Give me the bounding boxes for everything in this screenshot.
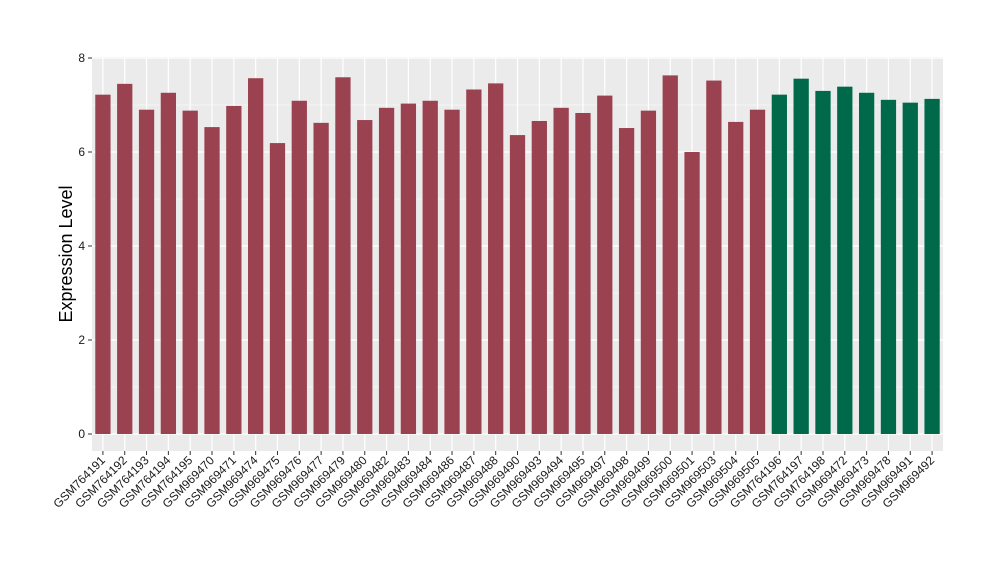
bar-GSM969470	[204, 127, 220, 434]
bar-GSM764196	[771, 94, 787, 434]
y-axis-title: Expression Level	[56, 185, 76, 322]
y-tick-label: 0	[78, 427, 85, 441]
x-axis: GSM764191GSM764192GSM764193GSM764194GSM7…	[50, 451, 937, 511]
bar-GSM969482	[378, 107, 395, 434]
bar-GSM764193	[138, 109, 155, 434]
bar-GSM764191	[95, 94, 111, 434]
bar-GSM969487	[466, 89, 482, 435]
bars-group	[95, 75, 940, 435]
bar-GSM764194	[160, 92, 177, 434]
bar-GSM969473	[858, 92, 875, 434]
bar-GSM969474	[248, 78, 264, 435]
bar-GSM969503	[706, 80, 722, 434]
bar-GSM969501	[684, 152, 700, 434]
bar-GSM969472	[837, 86, 853, 435]
y-tick-label: 6	[78, 145, 85, 159]
bar-GSM969478	[880, 99, 897, 434]
bar-GSM969492	[924, 98, 940, 434]
bar-GSM969504	[728, 121, 744, 435]
y-tick-label: 4	[78, 239, 85, 253]
bar-GSM969491	[902, 102, 918, 435]
bar-GSM969486	[444, 109, 460, 434]
bar-GSM969499	[640, 110, 657, 434]
bar-GSM969476	[291, 100, 307, 435]
bar-GSM969475	[269, 143, 286, 434]
bar-GSM969490	[509, 135, 526, 434]
bar-GSM764195	[182, 110, 198, 434]
bar-GSM969498	[618, 128, 635, 434]
bar-GSM969494	[553, 107, 569, 434]
y-axis: 0 2 4 6 8	[78, 51, 92, 441]
bar-GSM764198	[815, 90, 831, 435]
bar-GSM969483	[400, 103, 417, 434]
bar-GSM969477	[313, 122, 329, 435]
bar-GSM969479	[335, 77, 351, 435]
bar-GSM969495	[575, 112, 591, 435]
bar-GSM969484	[422, 100, 438, 435]
bar-GSM969500	[662, 75, 678, 434]
bar-GSM969471	[226, 105, 242, 434]
bar-GSM764197	[793, 78, 809, 435]
bar-GSM969480	[357, 120, 373, 434]
y-tick-label: 2	[78, 333, 85, 347]
bar-GSM969505	[749, 109, 766, 434]
bar-GSM969497	[597, 95, 613, 434]
y-tick-label: 8	[78, 51, 85, 65]
bar-GSM969493	[531, 120, 547, 434]
bar-GSM764192	[117, 83, 133, 434]
bar-GSM969488	[488, 83, 504, 434]
